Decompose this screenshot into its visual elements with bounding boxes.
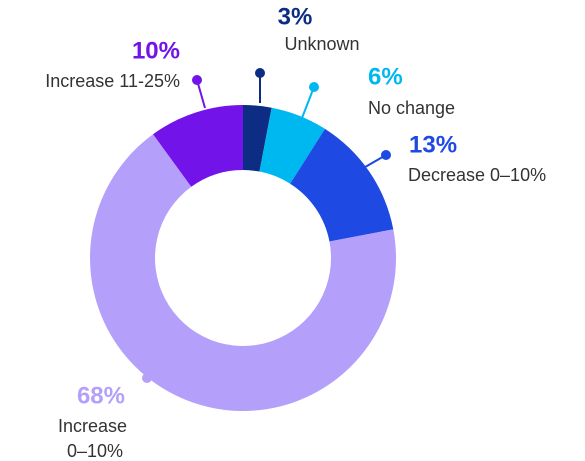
category-label: No change [368,98,455,118]
leader-dot [192,75,202,85]
slice [290,128,394,242]
value-label: 68% [77,382,125,409]
leader-line [359,154,387,171]
category-label: Unknown [284,34,359,54]
slice [243,105,272,172]
value-label: 6% [368,63,403,90]
slice [259,107,325,184]
category-label: Increase 11-25% [45,71,180,91]
value-label: 13% [409,131,457,158]
slice [153,105,243,187]
slice [90,134,397,411]
leader-dot [142,373,152,383]
leader-dot [309,82,319,92]
leader-dot [255,68,265,78]
leader-line [301,86,315,119]
category-label: Decrease 0–10% [408,165,546,185]
category-label: Increase 0–10% [58,416,132,461]
leader-dot [381,150,391,160]
value-label: 10% [132,37,180,64]
value-label: 3% [278,3,313,30]
